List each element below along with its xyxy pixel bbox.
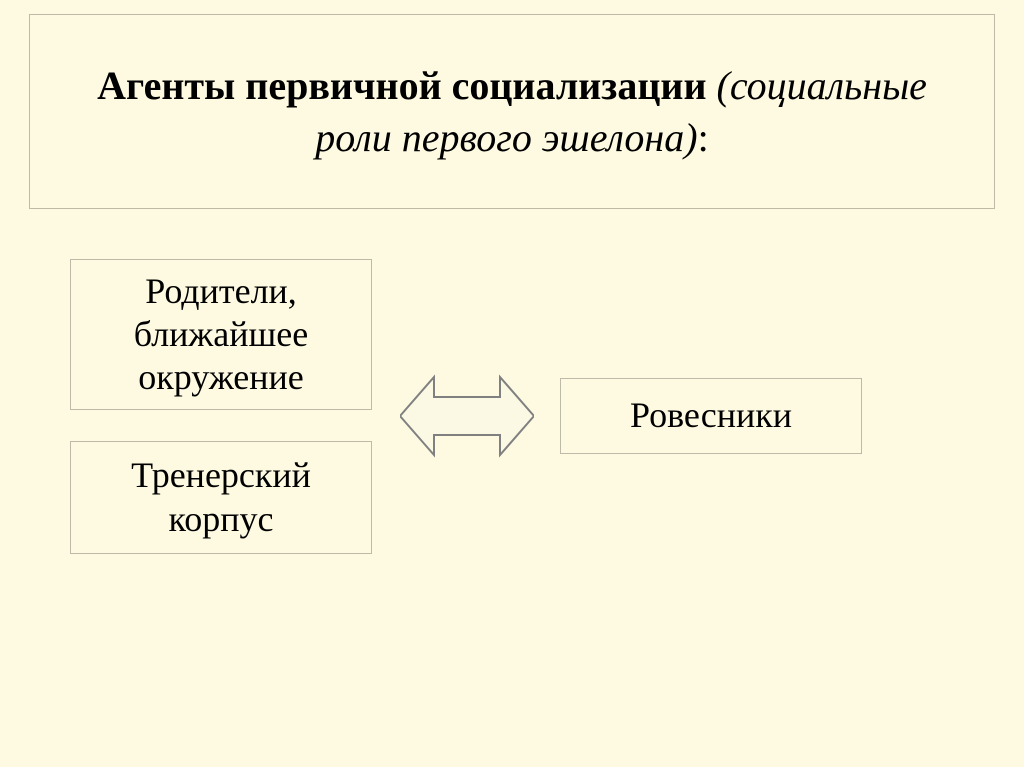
box-parents-label: Родители, ближайшее окружение: [83, 270, 359, 400]
box-peers-label: Ровесники: [630, 394, 792, 437]
double-arrow-icon: [400, 371, 534, 461]
title-bold: Агенты первичной социализации: [97, 63, 706, 108]
box-parents: Родители, ближайшее окружение: [70, 259, 372, 410]
title-punct: :: [698, 115, 709, 160]
box-coaches-label: Тренерский корпус: [83, 454, 359, 540]
box-peers: Ровесники: [560, 378, 862, 454]
title-box: Агенты первичной социализации (социальны…: [29, 14, 995, 209]
slide-title: Агенты первичной социализации (социальны…: [60, 60, 964, 162]
box-coaches: Тренерский корпус: [70, 441, 372, 554]
